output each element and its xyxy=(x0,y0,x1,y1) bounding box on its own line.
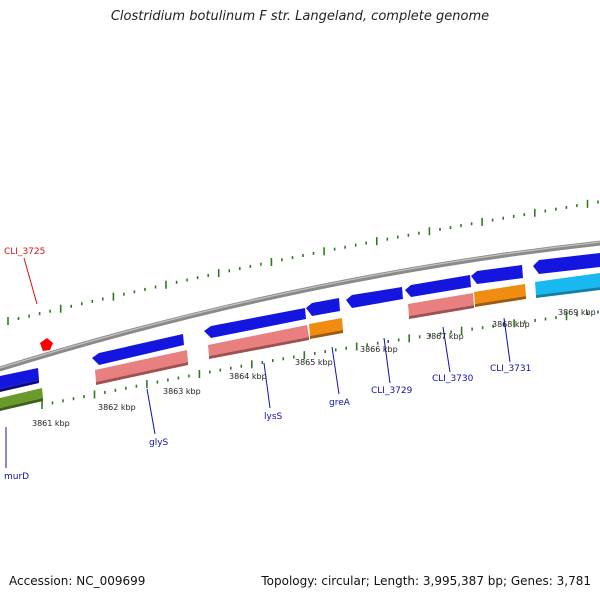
gene-track xyxy=(0,273,600,411)
gene-feature-CLI_3730[interactable] xyxy=(408,293,474,316)
leader-CLI_3725 xyxy=(23,257,38,305)
leader-greA xyxy=(331,346,340,395)
gene-edge xyxy=(0,398,43,411)
gene-feature-lysS[interactable] xyxy=(208,325,309,356)
cds-feature-greA[interactable] xyxy=(306,298,340,316)
gene-feature-next[interactable] xyxy=(535,273,600,295)
scale-label: 3865 kbp xyxy=(295,358,333,367)
scale-label: 3869 kbp xyxy=(558,308,596,317)
highlighted-feature-marker[interactable] xyxy=(40,338,53,351)
gene-label-greA[interactable]: greA xyxy=(329,398,351,408)
scale-label: 3866 kbp xyxy=(360,345,398,354)
accession-text: Accession: NC_009699 xyxy=(9,574,146,588)
gene-label-lysS[interactable]: lysS xyxy=(264,412,283,422)
leader-lysS xyxy=(263,362,271,409)
gene-label-CLI_3725[interactable]: CLI_3725 xyxy=(4,247,45,257)
outer-tick-track xyxy=(7,199,599,325)
scale-label: 3863 kbp xyxy=(163,387,201,396)
genome-summary-text: Topology: circular; Length: 3,995,387 bp… xyxy=(261,574,591,588)
label-leaders xyxy=(5,257,511,468)
cds-feature-CLI_3730[interactable] xyxy=(405,275,471,297)
map-title: Clostridium botulinum F str. Langeland, … xyxy=(110,9,490,24)
gene-labels: CLI_3725 murD glyS lysS greA CLI_3729 CL… xyxy=(4,247,531,482)
scale-label: 3861 kbp xyxy=(32,419,70,428)
leader-CLI_3730 xyxy=(442,326,451,373)
gene-edge xyxy=(475,296,526,307)
scale-label: 3867 kbp xyxy=(426,332,464,341)
gene-label-CLI_3729[interactable]: CLI_3729 xyxy=(371,386,413,396)
gene-feature-murD[interactable] xyxy=(0,388,43,408)
scale-label: 3864 kbp xyxy=(229,372,267,381)
gene-label-glyS[interactable]: glyS xyxy=(149,438,169,448)
gene-label-murD[interactable]: murD xyxy=(4,472,29,482)
cds-feature-glyS[interactable] xyxy=(92,334,184,365)
genome-backbone xyxy=(0,240,600,372)
cds-feature-CLI_3731[interactable] xyxy=(471,265,523,284)
gene-edge xyxy=(310,330,343,339)
gene-edge xyxy=(409,305,474,319)
genome-backbone-highlight xyxy=(0,241,600,369)
cds-feature-murD[interactable] xyxy=(0,368,39,389)
cds-feature-CLI_3729[interactable] xyxy=(346,287,403,308)
gene-edge xyxy=(536,287,600,298)
cds-feature-next[interactable] xyxy=(533,253,600,274)
gene-label-CLI_3730[interactable]: CLI_3730 xyxy=(432,374,474,384)
cds-feature-shadow xyxy=(0,380,39,392)
cds-track xyxy=(0,253,600,392)
gene-feature-greA[interactable] xyxy=(309,318,343,336)
gene-feature-glyS[interactable] xyxy=(95,350,188,382)
scale-label: 3862 kbp xyxy=(98,403,136,412)
scale-labels: 3861 kbp 3862 kbp 3863 kbp 3864 kbp 3865… xyxy=(32,308,596,428)
scale-label: 3868 kbp xyxy=(492,320,530,329)
gene-edge xyxy=(96,362,188,385)
gene-feature-CLI_3731[interactable] xyxy=(474,284,526,304)
cds-feature-lysS[interactable] xyxy=(204,308,306,338)
leader-glyS xyxy=(146,388,156,435)
inner-tick-track xyxy=(41,310,599,409)
gene-label-CLI_3731[interactable]: CLI_3731 xyxy=(490,364,531,374)
leader-CLI_3731 xyxy=(503,317,511,363)
gene-edge xyxy=(209,337,309,359)
leader-CLI_3729 xyxy=(383,337,391,384)
